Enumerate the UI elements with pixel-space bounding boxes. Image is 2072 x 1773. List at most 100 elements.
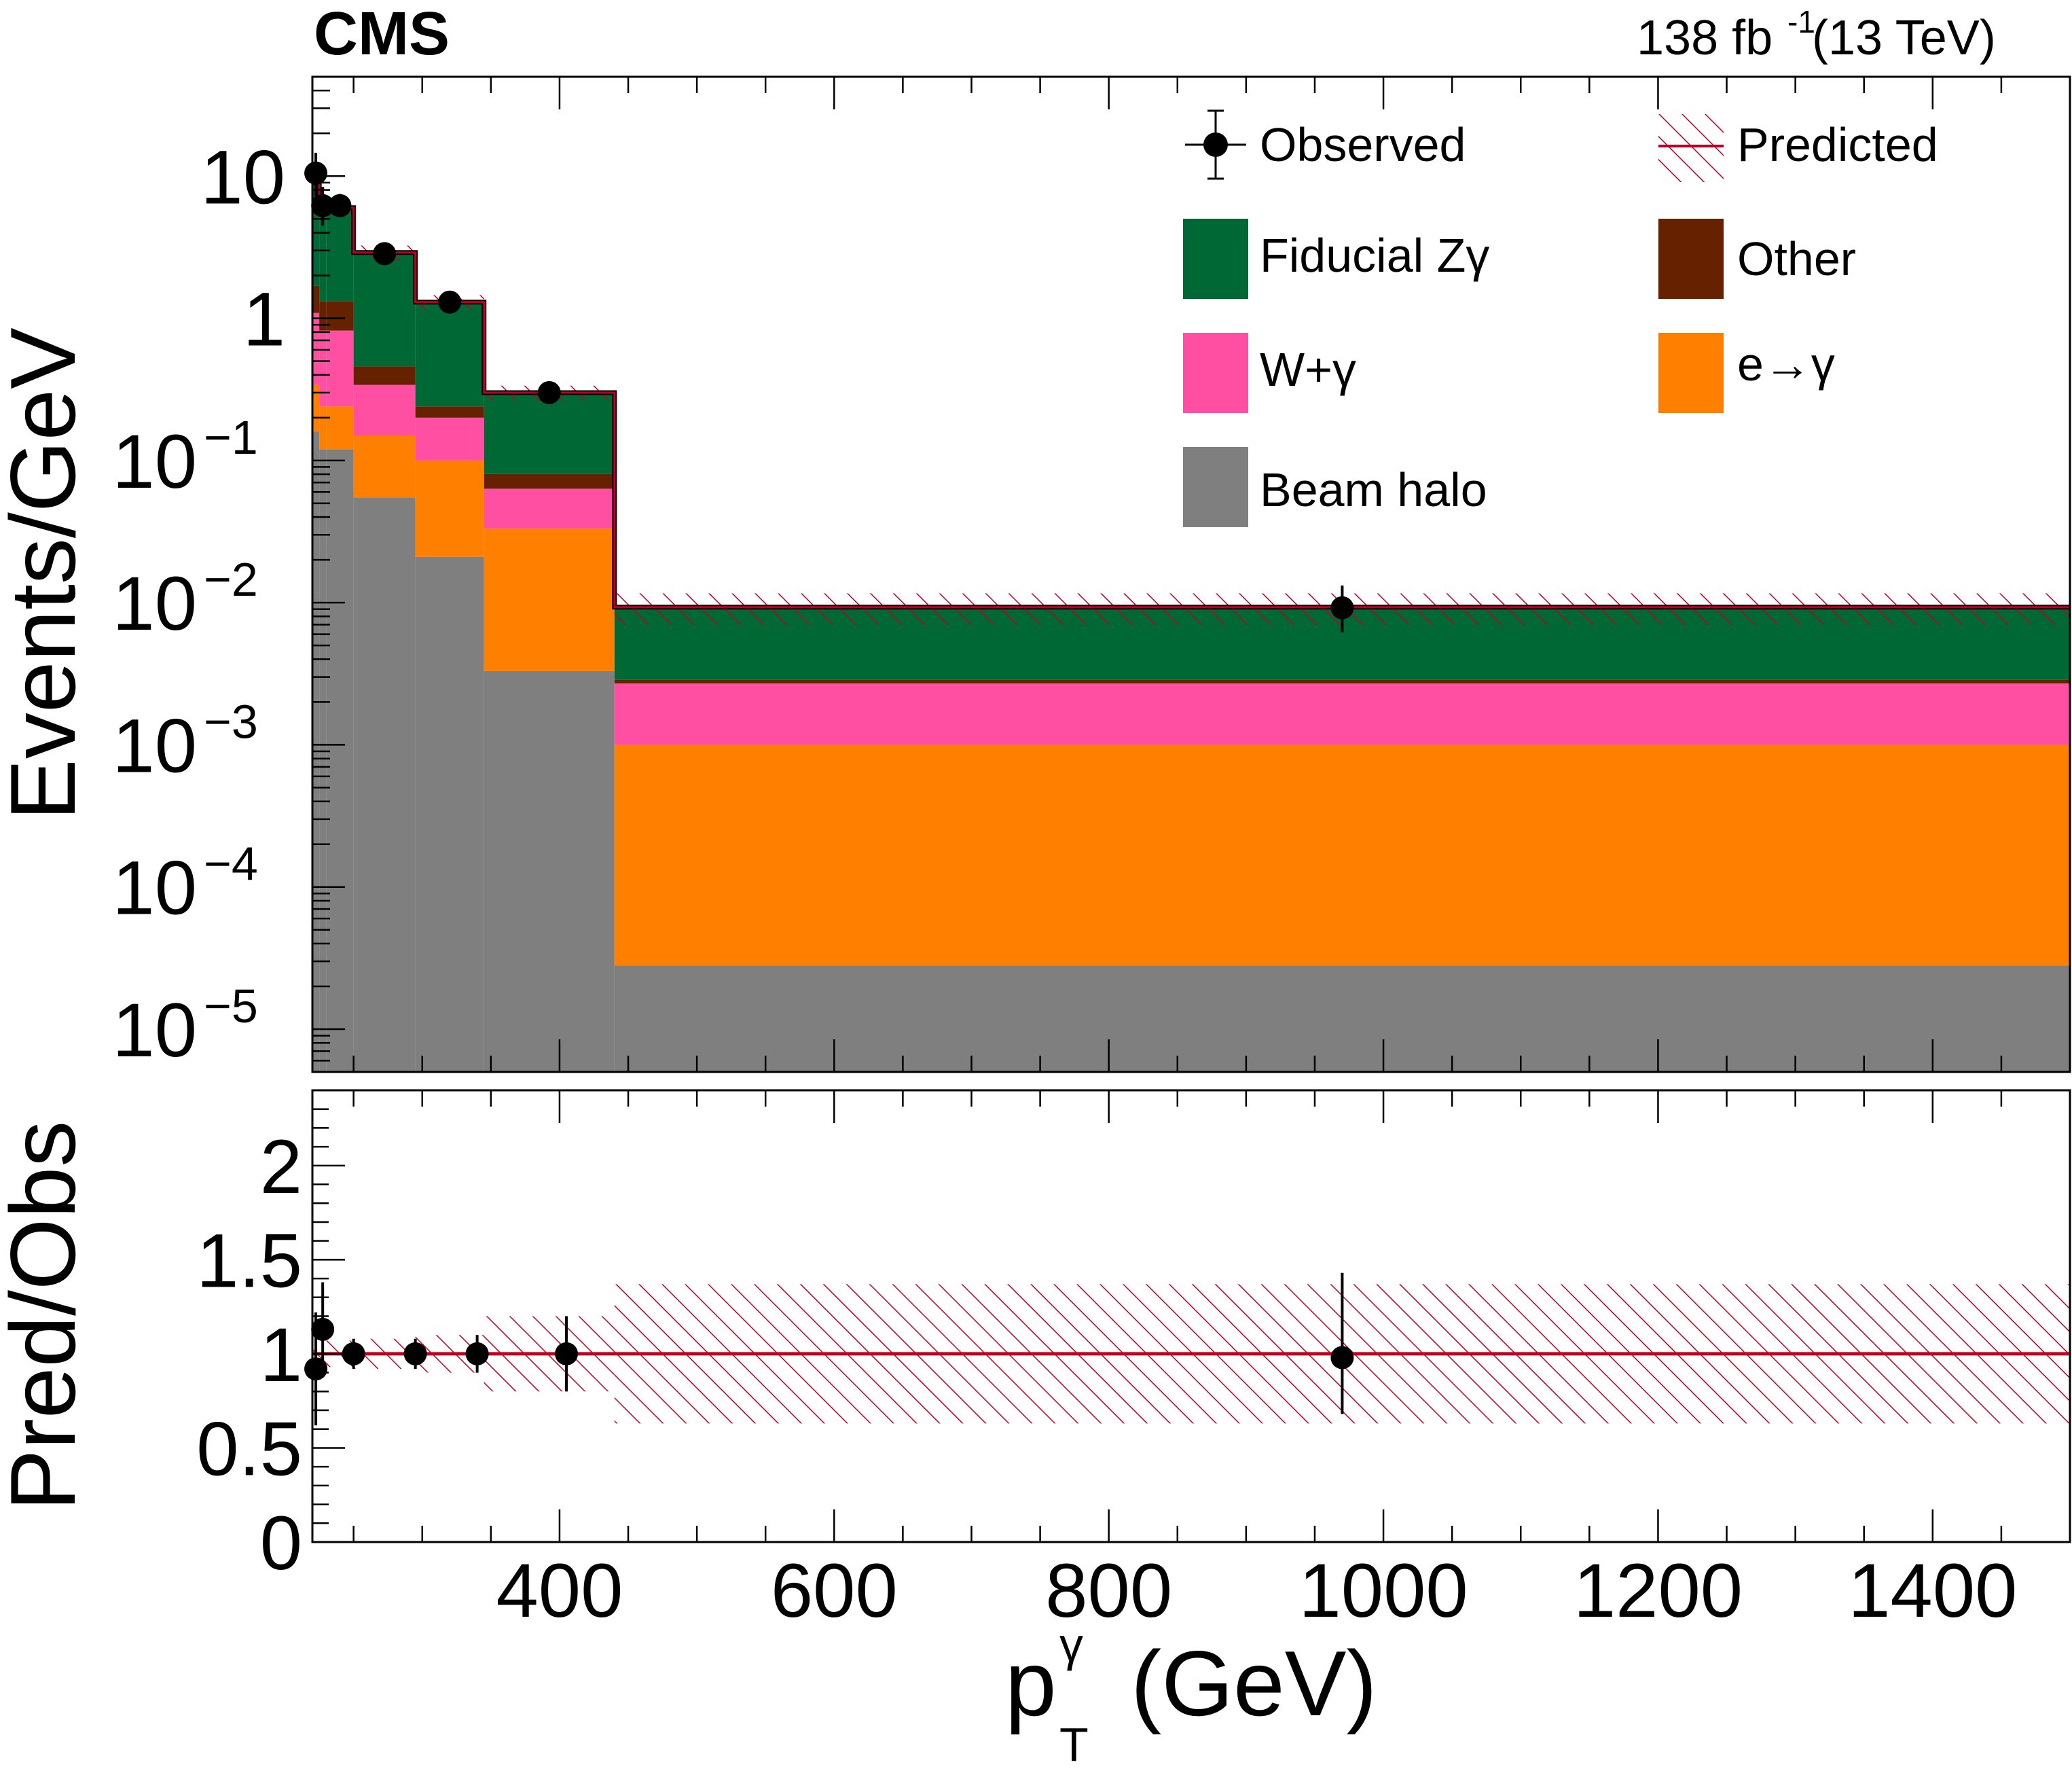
- stack-bar-other-bin5: [484, 473, 615, 489]
- main-ytick-base-2: 10: [112, 419, 197, 504]
- stack-bar-other-bin0: [312, 285, 320, 313]
- main-ytick-exp-2: −1: [204, 411, 258, 464]
- x-tick-label-1000: 1000: [1298, 1548, 1468, 1633]
- ratio-point-3: [403, 1342, 427, 1365]
- stack-bar-beam-halo-bin3: [353, 497, 416, 1072]
- stack-bar-beam-halo-bin4: [415, 556, 484, 1072]
- legend-fiducial-swatch: [1183, 219, 1248, 299]
- main-axes-frame: [311, 75, 2071, 1073]
- legend-beamhalo-label: Beam halo: [1260, 463, 1487, 516]
- legend-fiducial: Fiducial Zγ: [1183, 219, 1489, 299]
- stack-bar-beam-halo-bin1: [319, 449, 327, 1072]
- stack-bar-w-bin2: [326, 330, 354, 407]
- stack-bar-e-bin5: [484, 528, 615, 671]
- ratio-point-2: [342, 1342, 365, 1365]
- stack-bar-e-bin4: [415, 460, 484, 557]
- stack-bar-other-bin4: [415, 406, 484, 418]
- legend-predicted: Predicted: [1658, 114, 1938, 182]
- stack-bar-beam-halo-bin5: [484, 670, 615, 1072]
- stack-bar-w-bin0: [312, 312, 320, 385]
- ratio-points: [304, 1272, 1354, 1426]
- ratio-x-ticks: 400 600 800 1000 1200 1400: [352, 1090, 2071, 1633]
- stack-bar-e-bin0: [312, 384, 320, 432]
- ratio-ytick-label-2: 1: [260, 1312, 302, 1397]
- main-ytick-label-3: 10 −2: [112, 553, 257, 646]
- stack-bar-other-bin3: [353, 366, 416, 385]
- stack-bar-other-bin1: [319, 301, 327, 331]
- observed-point-4: [438, 290, 462, 314]
- stack-bar-e-bin6: [614, 745, 2070, 966]
- stack-bar-e-bin3: [353, 435, 416, 498]
- ratio-y-ticks: 0 0.5 1 1.5 2: [196, 1089, 345, 1586]
- main-ytick-base-1: 1: [243, 277, 285, 362]
- stack-bar-fiducial-z-bin1: [319, 207, 327, 302]
- legend-predicted-hatch: [1658, 114, 1724, 182]
- main-ytick-exp-5: −4: [204, 838, 258, 891]
- legend-egamma: e→γ: [1658, 333, 1835, 413]
- main-ytick-base-4: 10: [112, 703, 197, 788]
- observed-point-1: [311, 194, 335, 217]
- legend-fiducial-label: Fiducial Zγ: [1260, 229, 1489, 282]
- lumi-exponent: -1: [1787, 4, 1815, 39]
- legend-wgamma-swatch: [1183, 333, 1248, 413]
- main-y-axis-label: Events/GeV: [0, 327, 94, 821]
- ratio-y-axis-label: Pred/Obs: [0, 1121, 94, 1511]
- observed-point-5: [537, 381, 561, 405]
- legend-beamhalo: Beam halo: [1183, 447, 1487, 527]
- stack-bar-other-bin6: [614, 679, 2070, 684]
- main-ytick-base-5: 10: [112, 846, 197, 931]
- experiment-label: CMS: [314, 0, 450, 68]
- x-axis-label-sup: γ: [1059, 1618, 1083, 1671]
- main-ytick-exp-3: −2: [204, 553, 258, 606]
- ratio-ytick-label-0: 0: [260, 1501, 302, 1586]
- legend-other-label: Other: [1737, 232, 1856, 285]
- stack-bar-fiducial-z-bin5: [484, 392, 615, 474]
- main-ytick-exp-4: −3: [204, 695, 258, 748]
- legend: Observed Predicted Fiducial Zγ Other W+γ…: [1183, 109, 1938, 527]
- main-ytick-label-6: 10 −5: [112, 980, 257, 1073]
- x-axis-label-unit: (GeV): [1131, 1632, 1377, 1735]
- main-ytick-label-5: 10 −4: [112, 838, 257, 931]
- stacked-histogram: [312, 182, 2070, 1072]
- stack-bar-w-bin1: [319, 330, 327, 407]
- stack-bar-fiducial-z-bin2: [326, 207, 354, 302]
- main-x-ticks: [352, 77, 2071, 1072]
- ratio-point-6: [1330, 1346, 1354, 1369]
- legend-observed-label: Observed: [1260, 118, 1466, 171]
- legend-other: Other: [1658, 219, 1856, 299]
- observed-point-3: [373, 242, 397, 266]
- legend-wgamma: W+γ: [1183, 333, 1356, 413]
- legend-observed-marker: [1203, 132, 1228, 157]
- legend-other-swatch: [1658, 219, 1724, 299]
- x-tick-label-400: 400: [496, 1548, 623, 1633]
- stack-bar-beam-halo-bin6: [614, 965, 2070, 1072]
- stack-bar-beam-halo-bin2: [326, 449, 354, 1072]
- stack-bar-w-bin4: [415, 417, 484, 461]
- ratio-ytick-label-3: 1.5: [196, 1218, 302, 1303]
- stack-bar-other-bin2: [326, 301, 354, 331]
- main-ytick-base-3: 10: [112, 561, 197, 646]
- legend-egamma-label: e→γ: [1737, 338, 1835, 391]
- observed-point-2: [328, 194, 352, 217]
- observed-point-6: [1330, 596, 1354, 620]
- main-ytick-label-4: 10 −3: [112, 695, 257, 788]
- x-tick-label-1200: 1200: [1574, 1548, 1743, 1633]
- x-tick-label-600: 600: [771, 1548, 898, 1633]
- stack-bar-w-bin6: [614, 683, 2070, 745]
- x-tick-label-800: 800: [1045, 1548, 1172, 1633]
- lumi-label: 138 fb -1 (13 TeV): [1637, 4, 1996, 65]
- stack-bar-e-bin2: [326, 406, 354, 450]
- stack-bar-fiducial-z-bin3: [353, 252, 416, 367]
- legend-beamhalo-swatch: [1183, 447, 1248, 527]
- main-ytick-label-1: 1: [243, 277, 285, 362]
- lumi-value: 138 fb: [1637, 11, 1773, 65]
- x-tick-label-1400: 1400: [1848, 1548, 2017, 1633]
- energy-label: (13 TeV): [1812, 11, 1996, 65]
- ratio-point-5: [555, 1342, 579, 1365]
- ratio-point-4: [465, 1342, 489, 1365]
- stack-bar-fiducial-z-bin4: [415, 302, 484, 407]
- legend-predicted-label: Predicted: [1737, 118, 1938, 171]
